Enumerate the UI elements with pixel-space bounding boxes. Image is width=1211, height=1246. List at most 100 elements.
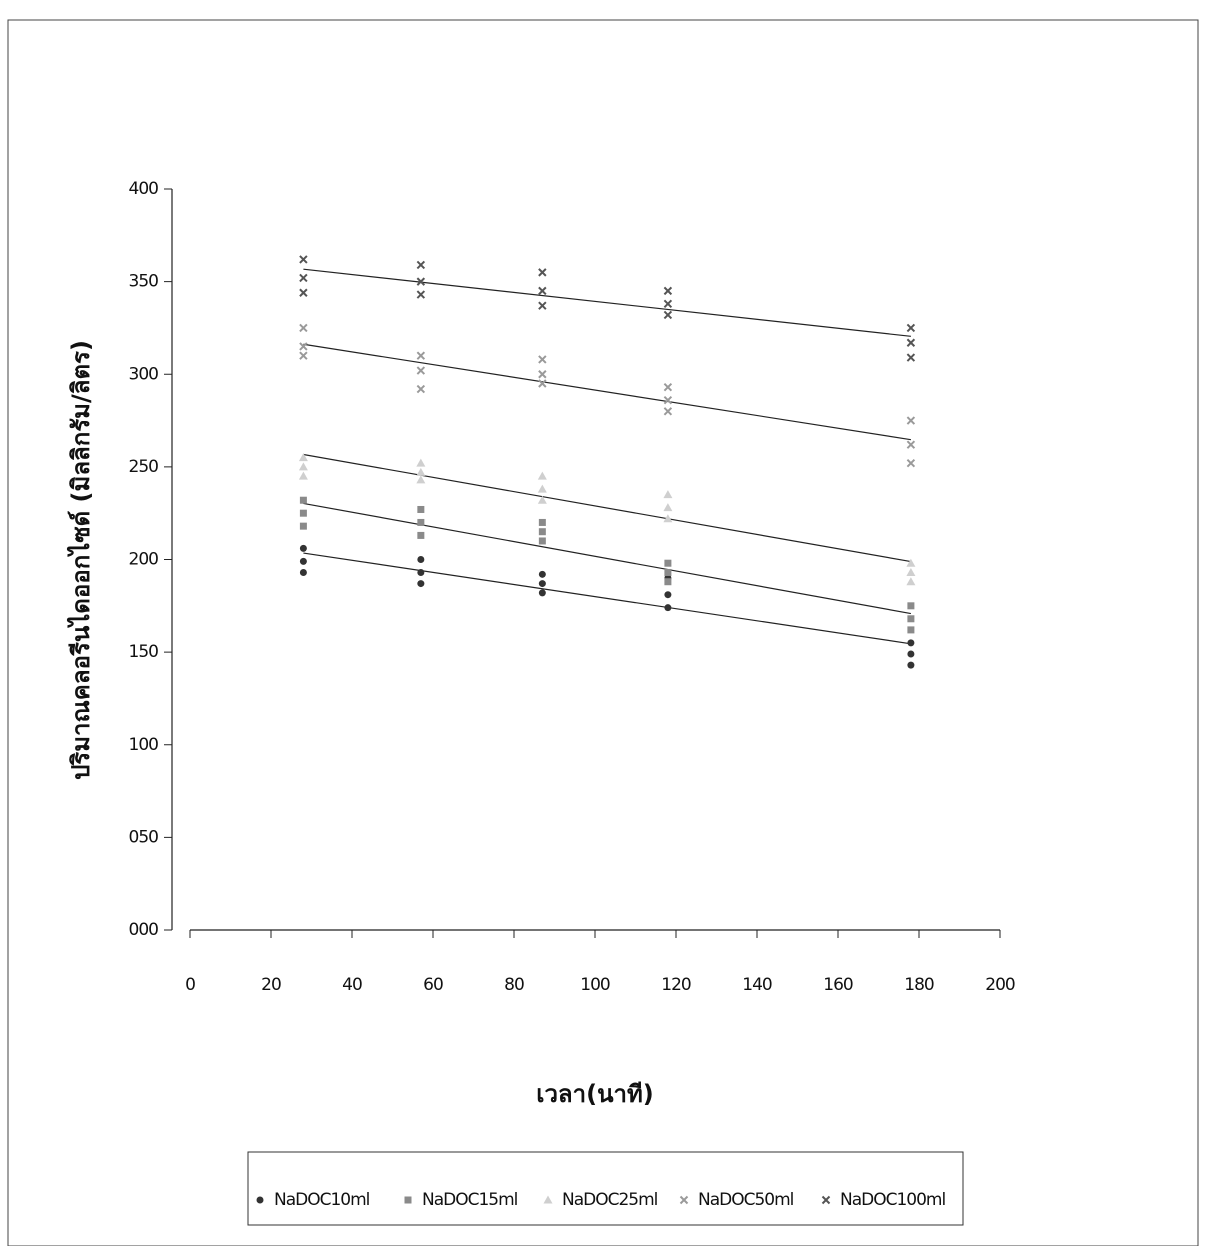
point: [664, 287, 671, 294]
point: [907, 324, 914, 331]
y-tick-label: 250: [129, 457, 159, 477]
point: [664, 408, 671, 415]
point: [907, 339, 914, 346]
point: [417, 291, 424, 298]
point: [299, 472, 308, 480]
point: [416, 459, 425, 467]
point: [416, 468, 425, 476]
point: [539, 537, 546, 544]
point: [664, 300, 671, 307]
point: [907, 650, 914, 657]
point: [539, 519, 546, 526]
point: [300, 497, 307, 504]
point: [539, 269, 546, 276]
point: [300, 274, 307, 281]
x-tick-label: 40: [342, 975, 362, 995]
point: [417, 519, 424, 526]
x-tick-label: 160: [823, 975, 853, 995]
point: [907, 639, 914, 646]
point: [417, 506, 424, 513]
point: [664, 604, 671, 611]
point: [417, 352, 424, 359]
point: [300, 558, 307, 565]
point: [663, 490, 672, 498]
frame: [8, 20, 1198, 1246]
point: [417, 532, 424, 539]
y-tick-label: 050: [129, 827, 159, 847]
legend-label: NaDOC100ml: [840, 1190, 945, 1210]
point: [907, 354, 914, 361]
x-tick-label: 20: [261, 975, 281, 995]
x-tick-label: 180: [904, 975, 934, 995]
point: [417, 556, 424, 563]
y-axis-title: ปริมาณคลอรีนไดออกไซด์ (มิลลิกรัม/ลิตร): [66, 340, 95, 780]
legend-box: [248, 1152, 963, 1225]
point: [539, 356, 546, 363]
point: [906, 568, 915, 576]
legend-label: NaDOC10ml: [274, 1190, 370, 1210]
x-tick-label: 140: [742, 975, 772, 995]
point: [417, 367, 424, 374]
point: [300, 289, 307, 296]
point: [300, 510, 307, 517]
point: [907, 662, 914, 669]
point: [299, 462, 308, 470]
point: [907, 615, 914, 622]
x-tick-label: 120: [661, 975, 691, 995]
trend-line: [303, 503, 911, 613]
x-tick-label: 80: [504, 975, 524, 995]
point: [300, 324, 307, 331]
point: [300, 343, 307, 350]
point: [300, 523, 307, 530]
point: [300, 569, 307, 576]
point: [539, 580, 546, 587]
point: [417, 580, 424, 587]
point: [664, 578, 671, 585]
point: [664, 311, 671, 318]
legend-marker: [257, 1197, 264, 1204]
point: [539, 371, 546, 378]
point: [664, 384, 671, 391]
point: [906, 559, 915, 567]
point: [906, 577, 915, 585]
chart: ปริมาณคลอรีนไดออกไซด์ (มิลลิกรัม/ลิตร) เ…: [0, 0, 1211, 1246]
point: [539, 287, 546, 294]
point: [664, 397, 671, 404]
point: [300, 545, 307, 552]
trend-line: [303, 553, 911, 644]
legend-label: NaDOC25ml: [562, 1190, 658, 1210]
y-tick-label: 350: [129, 272, 159, 292]
y-tick-label: 150: [129, 642, 159, 662]
point: [907, 441, 914, 448]
point: [539, 380, 546, 387]
x-tick-label: 200: [985, 975, 1015, 995]
y-tick-label: 400: [129, 179, 159, 199]
y-tick-label: 000: [129, 920, 159, 940]
point: [416, 475, 425, 483]
point: [538, 485, 547, 493]
point: [539, 571, 546, 578]
trend-line: [303, 455, 911, 562]
point: [907, 417, 914, 424]
trend-line: [303, 269, 911, 336]
legend-marker: [405, 1197, 412, 1204]
point: [417, 261, 424, 268]
point: [539, 528, 546, 535]
point: [417, 569, 424, 576]
y-tick-label: 300: [129, 364, 159, 384]
point: [664, 591, 671, 598]
y-tick-label: 200: [129, 550, 159, 570]
point: [300, 256, 307, 263]
point: [299, 453, 308, 461]
legend-label: NaDOC15ml: [422, 1190, 518, 1210]
x-axis-title: เวลา(นาที): [536, 1080, 654, 1108]
legend-label: NaDOC50ml: [698, 1190, 794, 1210]
y-tick-label: 100: [129, 735, 159, 755]
point: [664, 569, 671, 576]
x-tick-label: 60: [423, 975, 443, 995]
point: [907, 460, 914, 467]
point: [663, 503, 672, 511]
point: [539, 589, 546, 596]
x-tick-label: 100: [580, 975, 610, 995]
point: [300, 352, 307, 359]
